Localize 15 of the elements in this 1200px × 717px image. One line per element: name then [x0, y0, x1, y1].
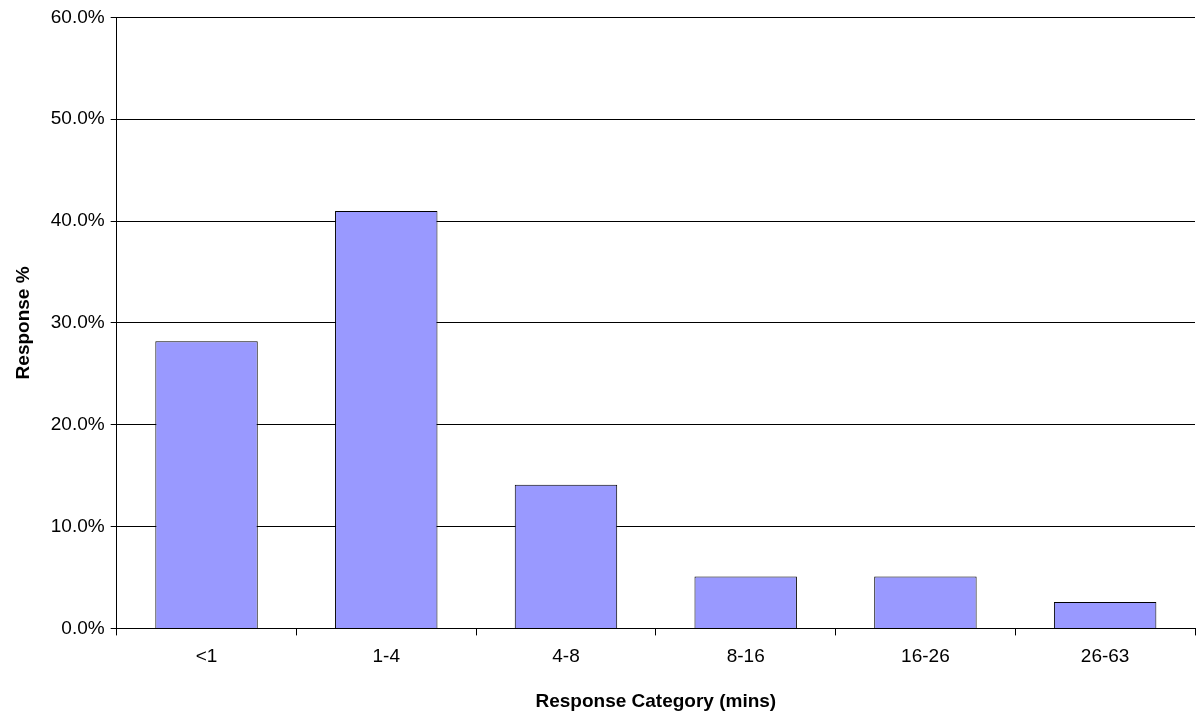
y-axis-title: Response % — [11, 266, 33, 380]
x-axis-title: Response Category (mins) — [535, 689, 777, 711]
y-tick-label: 10.0% — [50, 514, 105, 536]
x-tick-label: 1-4 — [372, 645, 401, 667]
x-tick-label: 26-63 — [1080, 645, 1130, 667]
y-tick-label: 20.0% — [50, 412, 105, 434]
y-tick-label: 0.0% — [61, 616, 105, 638]
y-tick-label: 50.0% — [50, 107, 105, 129]
x-tick-label: <1 — [195, 645, 218, 667]
x-tick-label: 8-16 — [726, 645, 765, 667]
x-tick-label: 4-8 — [552, 645, 580, 667]
x-tick-label: 16-26 — [901, 645, 950, 667]
y-tick-label: 30.0% — [50, 311, 105, 333]
y-tick-label: 40.0% — [50, 209, 105, 231]
y-tick-label: 60.0% — [50, 5, 105, 27]
